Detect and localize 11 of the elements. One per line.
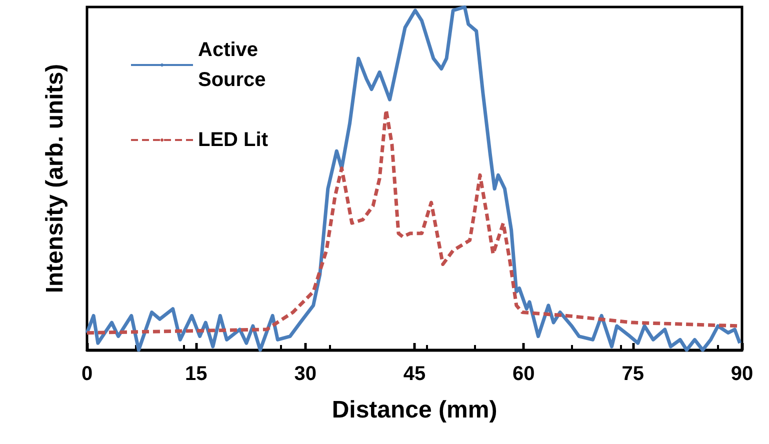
legend-label: Active Source [198,39,266,91]
x-tick-label: 45 [403,363,426,385]
x-tick-label: 60 [512,363,535,385]
x-axis-title: Distance (mm) [332,396,498,424]
x-tick-label: 75 [622,363,644,385]
legend-label: LED Lit [198,129,268,151]
x-tick-label: 90 [730,363,754,385]
x-tick-label: 15 [185,363,208,385]
x-tick-label: 30 [294,363,316,385]
x-tick-label: 0 [81,363,93,385]
y-axis-title: Intensity (arb. units) [42,64,68,294]
